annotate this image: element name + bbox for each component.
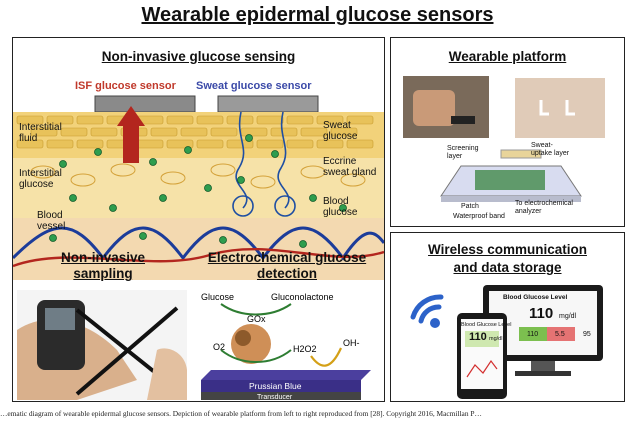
wearable-photos: [403, 76, 605, 202]
label-waterproof: Waterproof band: [453, 213, 505, 220]
panel-title-wireless: Wireless communication and data storage: [428, 242, 587, 275]
sampling-illustration: [17, 290, 187, 400]
monitor-unit: mg/dl: [559, 313, 577, 320]
figure-caption: …ematic diagram of wearable epidermal gl…: [0, 409, 482, 418]
monitor-title: Blood Glucose Level: [503, 294, 568, 301]
svg-text:O2: O2: [213, 342, 225, 352]
electrochemical-illustration: Glucose Gluconolactone GOx O2 H2O2 OH- P…: [201, 292, 371, 400]
wifi-icon: [410, 294, 444, 324]
bar-label-2: 5.5: [555, 331, 565, 338]
panel-noninvasive-sensing: Non-invasive glucose sensing ISF glucose…: [12, 37, 385, 402]
label-blood-glucose: Blood glucose: [323, 196, 358, 218]
label-eccrine-gland: Eccrine sweat gland: [323, 156, 377, 178]
label-blood-vessel: Blood vessel: [37, 210, 66, 232]
phone-unit: mg/dl: [489, 336, 503, 342]
label-patch: Patch: [461, 203, 479, 210]
svg-text:H2O2: H2O2: [293, 344, 317, 354]
wireless-illustration: [410, 285, 603, 399]
sweat-sensor: [217, 95, 319, 113]
phone-value: 110: [469, 331, 487, 343]
svg-text:Gluconolactone: Gluconolactone: [271, 292, 334, 302]
label-screening-layer: Screening layer: [447, 145, 479, 160]
label-sweat-glucose: Sweat glucose: [323, 120, 358, 142]
figure-title: Wearable epidermal glucose sensors: [141, 4, 494, 26]
phone-title: Blood Glucose Level: [461, 322, 512, 328]
svg-text:OH-: OH-: [343, 338, 360, 348]
panel-wireless: Wireless communication and data storage …: [390, 232, 625, 402]
panel-title-sensing: Non-invasive glucose sensing: [101, 49, 296, 64]
label-sweat-uptake: Sweat- uptake layer: [531, 142, 570, 157]
panel-title-wearable: Wearable platform: [448, 49, 567, 64]
monitor-value: 110: [529, 305, 554, 322]
label-interstitial-glucose: Interstitial glucose: [19, 168, 62, 190]
svg-text:GOx: GOx: [247, 314, 266, 324]
svg-text:Transducer: Transducer: [257, 394, 293, 400]
panel-title-electrochemical: Electrochemical glucose detection: [207, 250, 367, 281]
svg-text:Prussian Blue: Prussian Blue: [249, 381, 302, 391]
bar-label-1: 110: [527, 331, 539, 338]
bar-label-3: 95: [583, 331, 591, 338]
skin-illustration: ISF glucose sensor Sweat glucose sensor: [13, 80, 384, 280]
sweat-sensor-label: Sweat glucose sensor: [196, 80, 312, 92]
isf-sensor: [94, 95, 196, 113]
svg-text:Glucose: Glucose: [201, 292, 234, 302]
isf-sensor-label: ISF glucose sensor: [75, 80, 177, 92]
label-interstitial-fluid: Interstitial fluid: [19, 122, 62, 144]
panel-title-sampling: Non-invasive sampling: [60, 250, 146, 281]
panel-wearable-platform: Wearable platform Screening layer Sweat-…: [390, 37, 625, 227]
label-analyzer: To electrochemical analyzer: [515, 200, 573, 215]
